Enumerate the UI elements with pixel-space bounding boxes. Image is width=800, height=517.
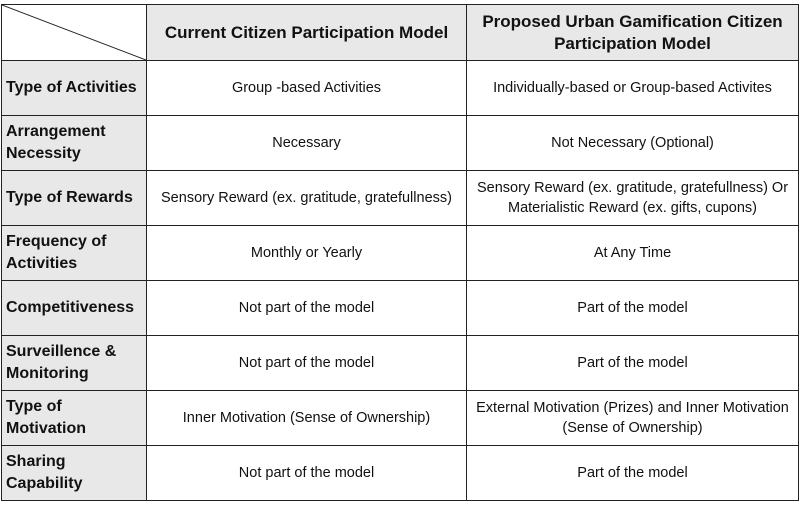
row-label: Competitiveness <box>1 280 147 336</box>
current-model-cell: Sensory Reward (ex. gratitude, gratefull… <box>146 170 467 226</box>
table-row: Type of Motivation Inner Motivation (Sens… <box>1 390 799 446</box>
current-model-cell: Not part of the model <box>146 335 467 391</box>
proposed-model-cell: Part of the model <box>466 280 799 336</box>
header-row: Current Citizen Participation Model Prop… <box>1 4 799 61</box>
row-label: Surveillence & Monitoring <box>1 335 147 391</box>
diagonal-line <box>2 5 146 60</box>
proposed-model-cell: Individually-based or Group-based Activi… <box>466 60 799 116</box>
row-label: Type of Motivation <box>1 390 147 446</box>
current-model-cell: Necessary <box>146 115 467 171</box>
column-header-proposed: Proposed Urban Gamification Citizen Part… <box>466 4 799 61</box>
proposed-model-cell: Sensory Reward (ex. gratitude, gratefull… <box>466 170 799 226</box>
current-model-cell: Group -based Activities <box>146 60 467 116</box>
current-model-cell: Monthly or Yearly <box>146 225 467 281</box>
proposed-model-cell: Part of the model <box>466 335 799 391</box>
corner-cell <box>1 4 147 61</box>
row-label: Arrangement Necessity <box>1 115 147 171</box>
table-row: Type of Activities Group -based Activitie… <box>1 60 799 116</box>
current-model-cell: Not part of the model <box>146 445 467 501</box>
row-label: Frequency of Activities <box>1 225 147 281</box>
comparison-table: Current Citizen Participation Model Prop… <box>1 4 799 501</box>
table-row: Arrangement Necessity Necessary Not Necess… <box>1 115 799 171</box>
proposed-model-cell: Not Necessary (Optional) <box>466 115 799 171</box>
proposed-model-cell: External Motivation (Prizes) and Inner M… <box>466 390 799 446</box>
proposed-model-cell: At Any Time <box>466 225 799 281</box>
current-model-cell: Not part of the model <box>146 280 467 336</box>
table-row: Frequency of Activities Monthly or Yearly… <box>1 225 799 281</box>
current-model-cell: Inner Motivation (Sense of Ownership) <box>146 390 467 446</box>
table-row: Sharing Capability Not part of the model P… <box>1 445 799 501</box>
column-header-current: Current Citizen Participation Model <box>146 4 467 61</box>
row-label: Sharing Capability <box>1 445 147 501</box>
table-row: Competitiveness Not part of the model Part… <box>1 280 799 336</box>
table-row: Surveillence & Monitoring Not part of the… <box>1 335 799 391</box>
proposed-model-cell: Part of the model <box>466 445 799 501</box>
row-label: Type of Rewards <box>1 170 147 226</box>
row-label: Type of Activities <box>1 60 147 116</box>
table-row: Type of Rewards Sensory Reward (ex. grati… <box>1 170 799 226</box>
